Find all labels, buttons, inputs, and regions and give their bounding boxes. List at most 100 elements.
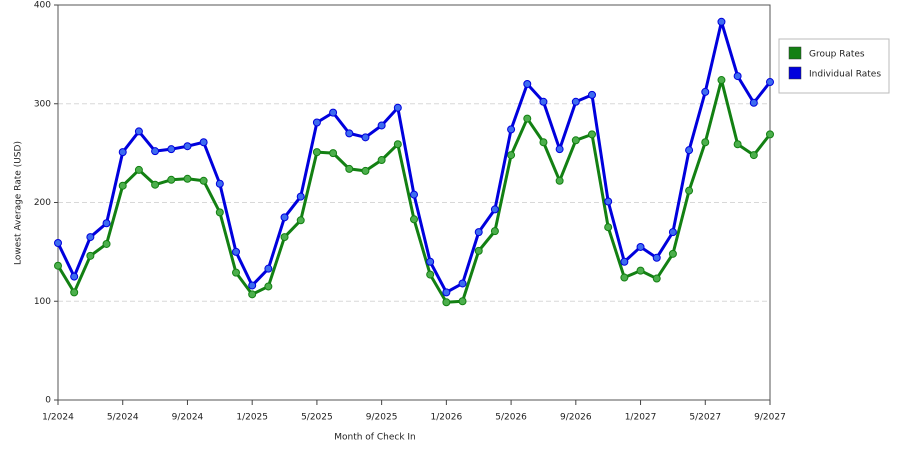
- x-tick-label: 9/2026: [560, 413, 592, 423]
- x-tick-label: 1/2027: [625, 413, 657, 423]
- data-point: [733, 140, 742, 149]
- data-point: [604, 223, 613, 232]
- data-point: [134, 127, 143, 136]
- data-point: [102, 219, 111, 228]
- data-point: [571, 97, 580, 106]
- data-point: [167, 145, 176, 154]
- data-point: [588, 130, 596, 139]
- data-point: [361, 166, 370, 175]
- data-point: [183, 142, 192, 151]
- x-tick-label: 9/2024: [172, 413, 204, 423]
- data-point: [523, 80, 532, 88]
- data-point: [329, 149, 338, 158]
- x-tick-label: 9/2025: [366, 413, 398, 423]
- y-axis-label: Lowest Average Rate (USD): [14, 141, 24, 265]
- data-point: [458, 297, 467, 306]
- legend-label: Group Rates: [809, 50, 865, 60]
- x-axis-label: Month of Check In: [334, 433, 416, 443]
- x-tick-label: 5/2025: [301, 413, 333, 423]
- data-point: [296, 216, 305, 225]
- data-point: [717, 76, 726, 85]
- data-point: [118, 148, 127, 157]
- data-point: [539, 138, 548, 147]
- data-point: [248, 290, 257, 299]
- data-point: [668, 228, 677, 237]
- data-point: [668, 249, 677, 258]
- data-point: [410, 190, 418, 199]
- data-point: [458, 279, 467, 288]
- legend-label: Individual Rates: [809, 70, 881, 80]
- data-point: [248, 281, 257, 290]
- data-point: [490, 227, 499, 236]
- data-point: [442, 298, 451, 307]
- data-point: [280, 213, 289, 222]
- y-tick-label: 400: [34, 1, 51, 11]
- data-point: [199, 138, 208, 147]
- data-point: [701, 138, 710, 147]
- data-point: [749, 151, 758, 160]
- data-point: [280, 233, 289, 242]
- x-tick-label: 5/2024: [107, 413, 139, 423]
- x-tick-label: 1/2026: [431, 413, 463, 423]
- data-point: [183, 174, 192, 183]
- data-point: [701, 87, 710, 96]
- data-point: [151, 147, 160, 156]
- data-point: [296, 192, 305, 201]
- data-point: [312, 148, 321, 157]
- data-point: [636, 242, 645, 251]
- data-point: [102, 239, 111, 248]
- data-point: [54, 261, 62, 270]
- data-point: [264, 282, 273, 291]
- data-point: [377, 121, 386, 130]
- data-point: [118, 181, 127, 190]
- x-tick-label: 1/2025: [236, 413, 268, 423]
- y-tick-label: 0: [45, 396, 51, 406]
- data-point: [523, 114, 532, 123]
- data-point: [70, 272, 79, 281]
- x-tick-label: 1/2024: [42, 413, 74, 423]
- data-point: [410, 215, 418, 224]
- y-tick-label: 200: [34, 198, 51, 208]
- data-point: [393, 103, 402, 112]
- data-point: [361, 133, 370, 142]
- data-point: [555, 145, 564, 154]
- data-point: [717, 17, 726, 26]
- data-point: [215, 208, 224, 217]
- data-point: [345, 129, 354, 138]
- x-tick-label: 5/2027: [689, 413, 721, 423]
- data-point: [86, 233, 95, 242]
- data-point: [264, 264, 273, 273]
- data-point: [766, 130, 774, 139]
- data-point: [199, 176, 208, 185]
- data-point: [604, 197, 613, 206]
- data-point: [571, 136, 580, 145]
- data-point: [329, 108, 338, 117]
- data-point: [636, 266, 645, 275]
- data-point: [620, 273, 629, 282]
- legend: Group Rates Individual Rates: [778, 38, 890, 94]
- plot-border: [57, 4, 771, 401]
- data-point: [312, 118, 321, 127]
- data-point: [167, 175, 176, 184]
- data-point: [474, 246, 483, 255]
- data-point: [685, 146, 694, 155]
- x-tick-label: 5/2026: [495, 413, 527, 423]
- y-tick-label: 100: [34, 297, 51, 307]
- data-point: [151, 180, 160, 189]
- data-point: [766, 78, 774, 87]
- data-point: [474, 228, 483, 237]
- data-point: [652, 274, 661, 283]
- data-point: [426, 270, 435, 279]
- data-point: [490, 205, 499, 214]
- y-tick-label: 300: [34, 99, 51, 109]
- data-point: [685, 186, 694, 195]
- data-point: [232, 268, 240, 277]
- data-point: [442, 288, 451, 297]
- data-point: [134, 165, 143, 174]
- series-line: [56, 20, 772, 294]
- legend-swatch: [788, 66, 802, 80]
- data-point: [539, 97, 548, 106]
- data-point: [70, 288, 79, 297]
- data-point: [620, 257, 629, 266]
